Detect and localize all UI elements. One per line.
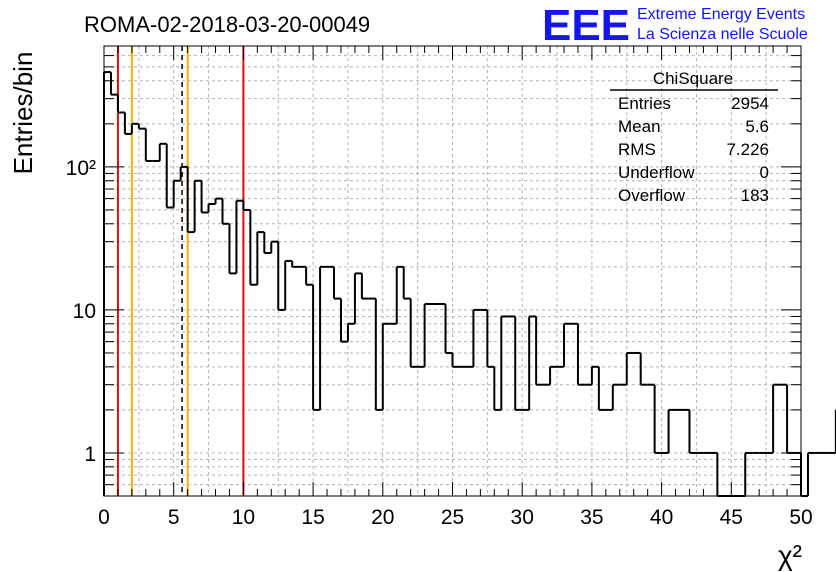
axis-ticks — [103, 46, 802, 496]
x-tick-label: 45 — [720, 506, 743, 529]
stats-label: Underflow — [618, 163, 695, 182]
stats-value: 2954 — [731, 94, 769, 113]
y-tick-label: 1 — [84, 443, 96, 466]
x-tick-label: 15 — [301, 506, 324, 529]
x-tick-label: 40 — [650, 506, 673, 529]
y-axis-label: Entries/bin — [8, 52, 38, 175]
grid-lines — [104, 46, 801, 496]
y-tick-label: 10 — [73, 300, 96, 323]
stats-value: 7.226 — [726, 140, 769, 159]
stats-label: Mean — [618, 117, 661, 136]
run-title: ROMA-02-2018-03-20-00049 — [84, 12, 370, 37]
x-tick-label: 20 — [371, 506, 394, 529]
x-tick-label: 35 — [580, 506, 603, 529]
stats-title: ChiSquare — [653, 69, 733, 88]
stats-box: ChiSquare Entries 2954 Mean 5.6 RMS 7.226 Unde… — [610, 69, 778, 205]
eee-logo: EEE — [542, 1, 630, 50]
logo-line-2: La Scienza nelle Scuole — [637, 26, 808, 43]
stats-value: 183 — [741, 186, 769, 205]
logo-line-1: Extreme Energy Events — [637, 6, 805, 23]
stats-label: Entries — [618, 94, 671, 113]
x-tick-label: 10 — [232, 506, 255, 529]
vertical-marker-lines — [116, 46, 245, 496]
stats-label: RMS — [618, 140, 656, 159]
x-tick-label: 25 — [441, 506, 464, 529]
stats-value: 5.6 — [745, 117, 769, 136]
x-tick-label: 50 — [789, 506, 812, 529]
x-axis-label: χ² — [778, 540, 802, 571]
stats-value: 0 — [760, 163, 769, 182]
stats-label: Overflow — [618, 186, 686, 205]
histogram-series — [103, 71, 836, 497]
x-tick-label: 5 — [168, 506, 180, 529]
axis-tick-labels: 0 5 10 15 20 25 30 35 40 45 50 1 10 10² — [66, 157, 813, 529]
y-tick-label: 10² — [66, 157, 96, 180]
x-tick-label: 0 — [98, 506, 110, 529]
x-tick-label: 30 — [511, 506, 534, 529]
